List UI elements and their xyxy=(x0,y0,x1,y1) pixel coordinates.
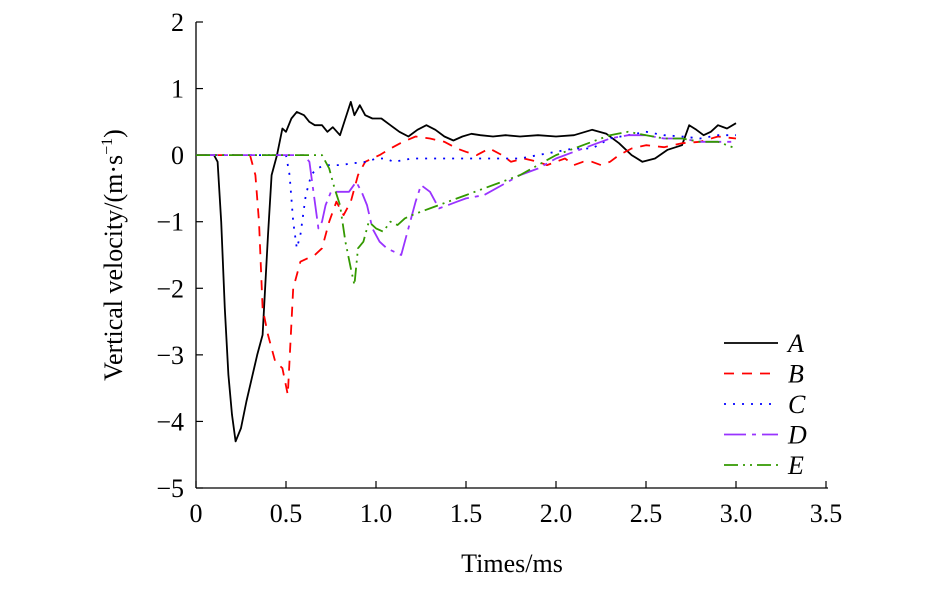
y-axis-label-close: ) xyxy=(99,129,128,138)
y-tick-label: 1 xyxy=(171,75,184,104)
series-line-e xyxy=(196,130,737,286)
legend-label-c: C xyxy=(788,390,806,419)
legend-label-b: B xyxy=(788,360,804,389)
y-tick-label: 0 xyxy=(171,141,184,170)
y-tick-label: 2 xyxy=(171,8,184,37)
series-group xyxy=(196,101,737,443)
x-tick-label: 1.0 xyxy=(360,499,393,528)
legend-label-e: E xyxy=(787,451,804,480)
y-ticks-group: 2 1 0 −1 −2 −3 −4 −5 xyxy=(156,8,203,503)
x-axis-label: Times/ms xyxy=(461,549,563,578)
axes-group xyxy=(195,22,828,489)
x-ticks-group: 0 0.5 1.0 1.5 2.0 2.5 3.0 3.5 xyxy=(190,481,843,528)
y-tick-label: −1 xyxy=(156,208,184,237)
legend-label-a: A xyxy=(786,329,804,358)
y-axis-label-main: Vertical velocity/(m·s xyxy=(99,155,128,381)
series-line-d xyxy=(196,134,736,256)
x-tick-label: 2.5 xyxy=(630,499,663,528)
x-tick-label: 0.5 xyxy=(270,499,303,528)
y-tick-label: −4 xyxy=(156,407,184,436)
y-tick-label: −3 xyxy=(156,341,184,370)
y-axis-label: Vertical velocity/(m·s−1) xyxy=(99,129,128,381)
y-tick-label: −5 xyxy=(156,474,184,503)
x-tick-label: 3.0 xyxy=(720,499,753,528)
x-tick-label: 3.5 xyxy=(810,499,843,528)
x-tick-label: 2.0 xyxy=(540,499,573,528)
legend-label-d: D xyxy=(787,421,807,450)
series-line-b xyxy=(196,135,737,396)
series-line-c xyxy=(196,130,736,250)
x-tick-label: 0 xyxy=(190,499,203,528)
y-tick-label: −2 xyxy=(156,274,184,303)
x-tick-label: 1.5 xyxy=(450,499,483,528)
y-axis-label-exponent: −1 xyxy=(99,138,116,155)
series-line-a xyxy=(196,101,737,443)
